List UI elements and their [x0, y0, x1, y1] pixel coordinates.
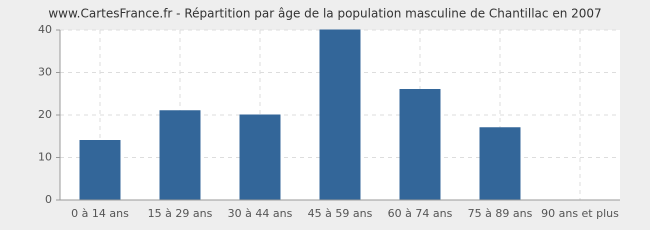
x-tick-label: 45 à 59 ans — [308, 207, 373, 220]
y-tick-label: 30 — [38, 66, 52, 79]
chart-title: www.CartesFrance.fr - Répartition par âg… — [48, 7, 601, 21]
bar — [159, 110, 201, 201]
x-tick-label: 60 à 74 ans — [388, 207, 453, 220]
bar — [479, 127, 521, 201]
x-tick-label: 30 à 44 ans — [228, 207, 293, 220]
bar — [399, 89, 441, 201]
chart: www.CartesFrance.fr - Répartition par âg… — [0, 0, 650, 230]
y-tick-label: 40 — [38, 23, 52, 36]
x-tick-label: 75 à 89 ans — [468, 207, 533, 220]
bar — [239, 114, 281, 201]
x-tick-label: 15 à 29 ans — [148, 207, 213, 220]
y-tick-label: 20 — [38, 108, 52, 121]
x-tick-label: 90 ans et plus — [541, 207, 619, 220]
x-tick-label: 0 à 14 ans — [71, 207, 129, 220]
bar — [79, 140, 121, 201]
y-tick-label: 10 — [38, 151, 52, 164]
y-tick-label: 0 — [45, 193, 52, 206]
bar — [319, 29, 361, 201]
